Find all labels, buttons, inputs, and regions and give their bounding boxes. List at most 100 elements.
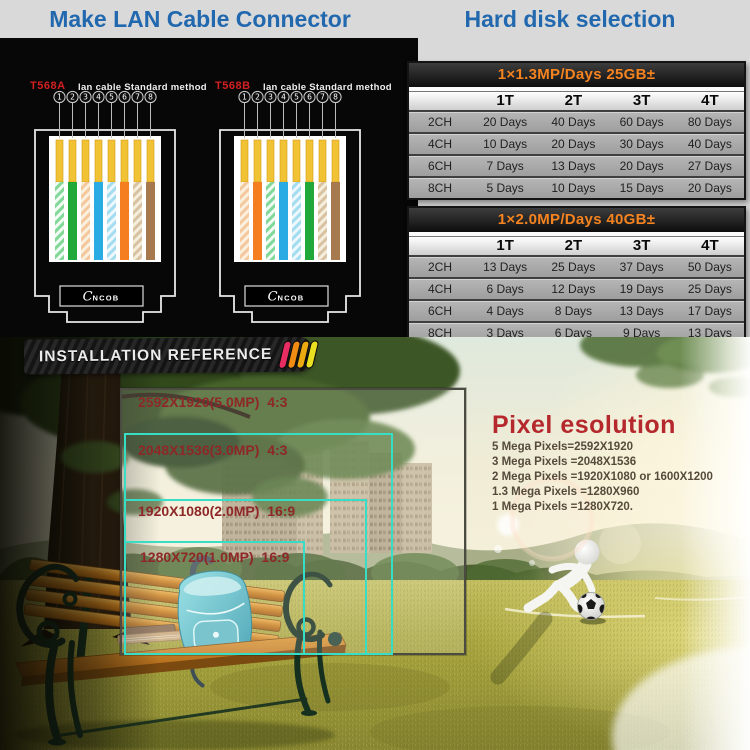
column-header [409, 92, 471, 110]
pin-contact [94, 139, 103, 183]
pin-number: 2 [255, 93, 260, 102]
wire-orange [120, 182, 129, 260]
pin-number: 1 [57, 93, 62, 102]
table-cell: 13 Days [483, 260, 528, 274]
table-cell: 4 Days [486, 304, 524, 318]
pin-number: 2 [70, 93, 75, 102]
resolution-label-2mp: 1920X1080(2.0MP) 16:9 [138, 503, 296, 519]
table-cell: 25 Days [687, 282, 732, 296]
table-title: 1×2.0MP/Days 40GB± [409, 208, 744, 232]
pixel-resolution-legend: Pixel esolution 5 Mega Pixels=2592X1920 … [492, 411, 713, 515]
column-header: 3T [632, 237, 651, 254]
pin-number: 3 [268, 93, 273, 102]
column-header [409, 237, 471, 255]
pin-number: 7 [135, 93, 140, 102]
plug-outline [34, 129, 176, 323]
pin-number: 7 [320, 93, 325, 102]
table-cell: 25 Days [551, 260, 596, 274]
pin-contact [292, 139, 301, 183]
pixel-resolution-line: 5 Mega Pixels=2592X1920 [492, 441, 633, 453]
table-cell: 37 Days [619, 260, 664, 274]
plug-outline [219, 129, 361, 323]
installation-reference-banner: INSTALLATION REFERENCE [23, 337, 318, 375]
pin-number: 8 [333, 93, 338, 102]
wire-white-blue [292, 182, 301, 260]
pin-contact [120, 139, 129, 183]
t568a-label: T568A [30, 80, 66, 92]
pixel-resolution-line: 3 Mega Pixels =2048X1536 [492, 456, 637, 468]
pin-contact [68, 139, 77, 183]
table-title: 1×1.3MP/Days 25GB± [409, 63, 744, 87]
wire-white-blue [107, 182, 116, 260]
pin-number: 1 [242, 93, 247, 102]
hdd-table-1-3mp: 1×1.3MP/Days 25GB± 1T 2T 3T 4T 2CH 20 Days 40… [407, 61, 746, 200]
wire-blue [279, 182, 288, 260]
table-cell: 3 Days [486, 326, 524, 340]
table-cell: 20 Days [619, 159, 664, 173]
table-header-row: 1T 2T 3T 4T [409, 236, 744, 255]
table-cell: 12 Days [551, 282, 596, 296]
t568b-subtitle: lan cable Standard method [263, 82, 392, 93]
hdd-table-2-0mp: 1×2.0MP/Days 40GB± 1T 2T 3T 4T 2CH 13 Days 25… [407, 206, 746, 345]
installation-reference-photo: 2592X1920(5.0MP) 4:3 2048X1536(3.0MP) 4:… [0, 337, 750, 750]
table-cell: 6CH [427, 304, 452, 318]
table-cell: 60 Days [619, 115, 664, 129]
banner-text: INSTALLATION REFERENCE [38, 345, 273, 365]
table-cell: 2CH [427, 115, 452, 129]
table-row: 6CH 4 Days 8 Days 13 Days 17 Days [409, 299, 744, 321]
table-cell: 4CH [427, 282, 452, 296]
heading-make-lan-cable: Make LAN Cable Connector [49, 6, 351, 32]
pin-contact [107, 139, 116, 183]
table-cell: 5 Days [486, 181, 524, 195]
wire-orange [253, 182, 262, 260]
divider [409, 232, 744, 236]
table-row: 4CH 10 Days 20 Days 30 Days 40 Days [409, 132, 744, 154]
pixel-resolution-title: Pixel esolution [492, 411, 676, 439]
pin-contact [55, 139, 64, 183]
heading-hard-disk-selection: Hard disk selection [464, 6, 676, 32]
column-header: 1T [496, 237, 514, 254]
table-row: 2CH 13 Days 25 Days 37 Days 50 Days [409, 255, 744, 277]
table-cell: 40 Days [551, 115, 596, 129]
resolution-rect-5mp [120, 388, 466, 655]
table-cell: 20 Days [687, 181, 732, 195]
lens-flare [494, 431, 686, 566]
wire-white-orange [81, 182, 90, 260]
wire-blue [94, 182, 103, 260]
column-header: 3T [632, 92, 651, 109]
soccer-ball [577, 592, 606, 625]
pin-number: 5 [109, 93, 114, 102]
cncob-logo: CNCOB [268, 290, 305, 305]
resolution-label-3mp: 2048X1536(3.0MP) 4:3 [138, 442, 288, 458]
table-cell: 10 Days [483, 137, 528, 151]
table-cell: 10 Days [551, 181, 596, 195]
divider [409, 87, 744, 91]
wire-white-brown [318, 182, 327, 260]
table-cell: 13 Days [619, 304, 664, 318]
table-cell: 6CH [427, 159, 452, 173]
pixel-resolution-line: 1 Mega Pixels =1280X720. [492, 501, 633, 513]
wire-brown [331, 182, 340, 260]
table-cell: 80 Days [687, 115, 732, 129]
pin-number: 5 [294, 93, 299, 102]
table-cell: 8CH [427, 326, 452, 340]
table-cell: 7 Days [486, 159, 524, 173]
t568a-subtitle: lan cable Standard method [78, 82, 207, 93]
table-cell: 13 Days [551, 159, 596, 173]
table-cell: 6 Days [554, 326, 593, 340]
lan-connector-panel: T568A lan cable Standard method T568B la… [0, 38, 418, 337]
table-cell: 20 Days [483, 115, 528, 129]
table-cell: 20 Days [551, 137, 596, 151]
table-cell: 17 Days [687, 304, 732, 318]
table-row: 4CH 6 Days 12 Days 19 Days 25 Days [409, 277, 744, 299]
wire-white-orange [240, 182, 249, 260]
cncob-logo: CNCOB [83, 290, 120, 305]
table-row: 6CH 7 Days 13 Days 20 Days 27 Days [409, 154, 744, 176]
wire-white-green [266, 182, 275, 260]
resolution-rect-1mp [124, 541, 305, 655]
pin-contact [146, 139, 155, 183]
pixel-resolution-line: 2 Mega Pixels =1920X1080 or 1600X1200 [492, 471, 713, 483]
table-cell: 30 Days [619, 137, 664, 151]
